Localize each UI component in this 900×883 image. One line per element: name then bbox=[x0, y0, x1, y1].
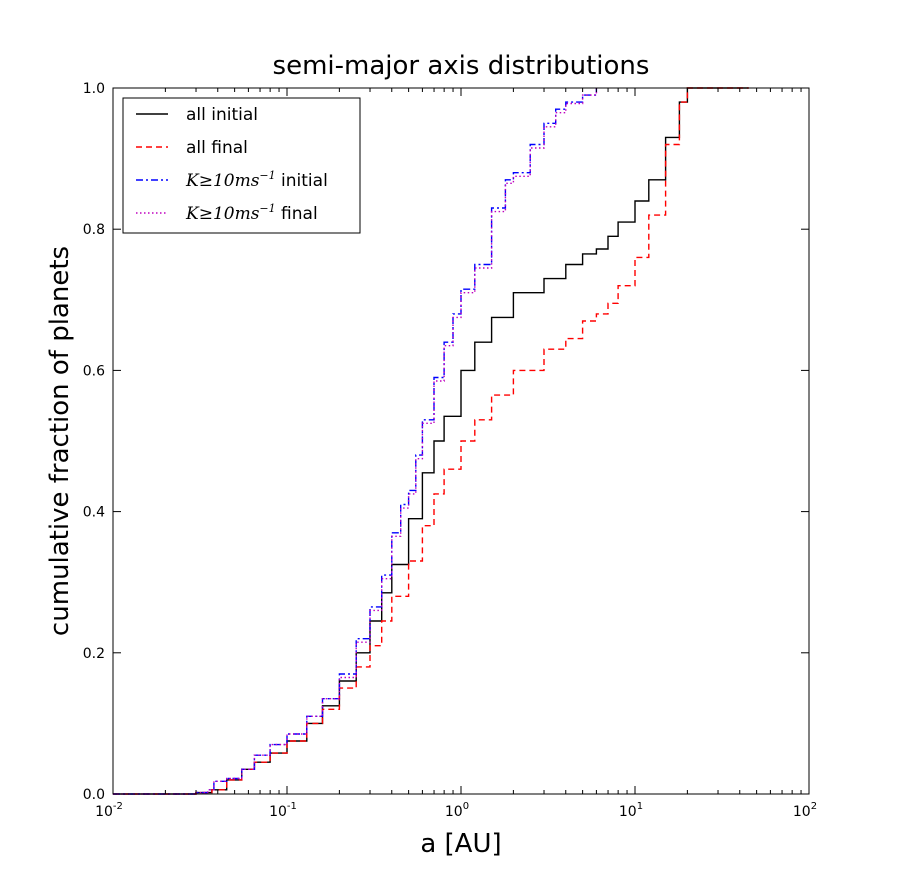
y-tick-label: 0.0 bbox=[83, 787, 105, 803]
legend-box bbox=[122, 97, 361, 234]
chart-title: semi-major axis distributions bbox=[273, 51, 650, 81]
y-tick-label: 0.4 bbox=[83, 505, 105, 521]
legend-label-2: all final bbox=[186, 138, 248, 158]
series-line-2 bbox=[113, 87, 749, 795]
legend-label-3: K≥10ms−1 initial bbox=[185, 169, 328, 191]
y-tick-label: 0.8 bbox=[83, 222, 105, 238]
legend-label-4: K≥10ms−1 final bbox=[185, 202, 318, 224]
y-tick-label: 1.0 bbox=[83, 81, 105, 97]
x-axis-label: a [AU] bbox=[420, 829, 501, 859]
y-tick-labels: 0.0 0.2 0.4 0.6 0.8 1.0 bbox=[83, 81, 105, 803]
y-tick-label: 0.2 bbox=[83, 646, 105, 662]
series-line-4 bbox=[113, 88, 598, 795]
legend-label-1: all initial bbox=[186, 105, 258, 125]
legend: all initial all final K≥10ms−1 initial K≥10… bbox=[122, 97, 361, 234]
series-layer bbox=[113, 87, 749, 795]
series-line-3 bbox=[113, 88, 598, 795]
y-tick-label: 0.6 bbox=[83, 363, 105, 379]
plot-frame bbox=[112, 87, 810, 795]
y-axis-label: cumulative fraction of planets bbox=[45, 246, 75, 636]
